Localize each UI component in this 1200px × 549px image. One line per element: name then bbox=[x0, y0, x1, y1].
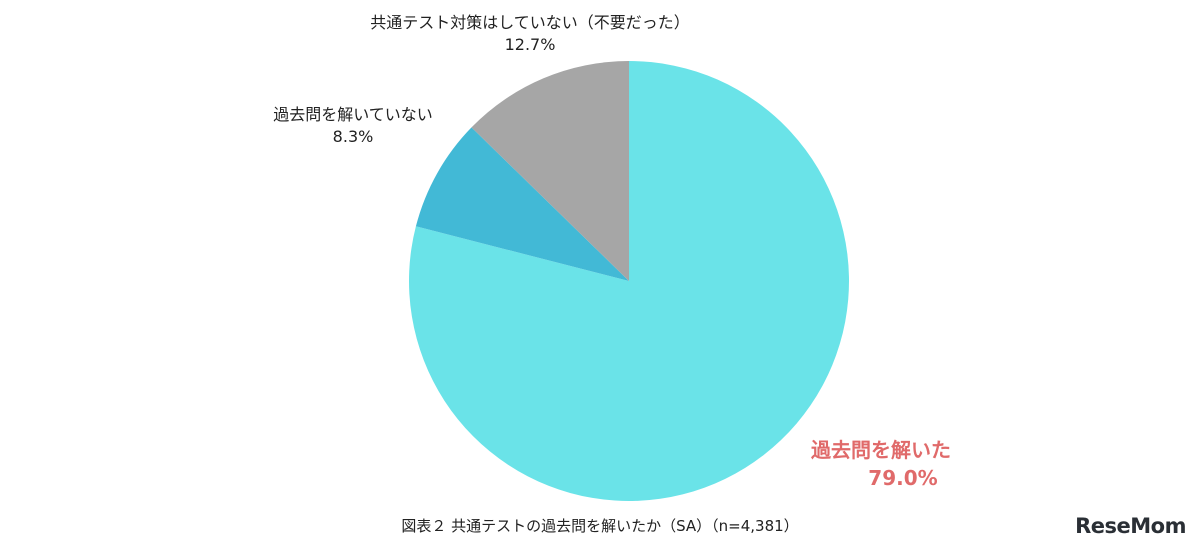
slice-label-not-solved: 過去問を解いていない 8.3% bbox=[258, 104, 448, 148]
slice-label-not-solved-name: 過去問を解いていない bbox=[273, 105, 433, 124]
slice-label-no-prep-value: 12.7% bbox=[504, 35, 556, 54]
pie-slice-no-prep bbox=[471, 61, 629, 281]
slice-label-not-solved-value: 8.3% bbox=[332, 127, 374, 146]
slice-label-solved-name: 過去問を解いた bbox=[811, 438, 951, 462]
slice-label-solved: 過去問を解いた 79.0% bbox=[800, 436, 962, 492]
slice-label-no-prep: 共通テスト対策はしていない（不要だった） 12.7% bbox=[330, 12, 730, 56]
resemom-logo: ReseMom bbox=[1075, 514, 1186, 538]
slice-label-no-prep-name: 共通テスト対策はしていない（不要だった） bbox=[370, 13, 690, 32]
pie-slice-solved bbox=[408, 61, 849, 501]
slice-label-solved-value: 79.0% bbox=[868, 466, 938, 490]
pie-slice-not-solved bbox=[415, 127, 629, 281]
chart-caption: 図表２ 共通テストの過去問を解いたか（SA）（n=4,381） bbox=[401, 517, 799, 535]
